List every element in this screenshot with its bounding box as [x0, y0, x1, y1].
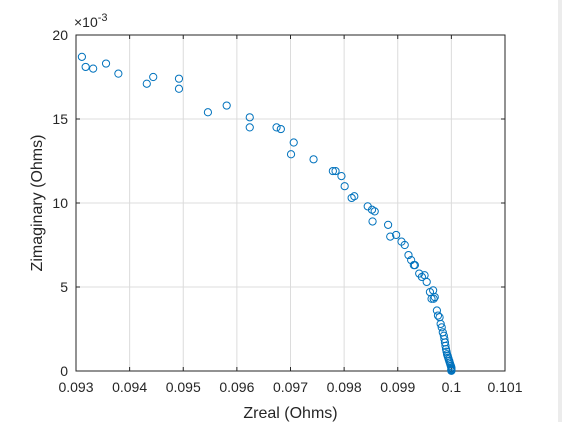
- data-point: [142, 79, 151, 88]
- x-axis-label: Zreal (Ohms): [243, 405, 337, 422]
- x-tick-label: 0.101: [487, 379, 522, 395]
- data-point: [410, 261, 420, 270]
- x-tick-label: 0.094: [112, 379, 147, 395]
- x-tick-label: 0.1: [442, 379, 462, 395]
- data-point: [350, 192, 359, 201]
- data-point: [435, 313, 444, 322]
- y-tick-label: 15: [52, 111, 68, 127]
- y-tick-label: 5: [60, 279, 68, 295]
- x-tick-label: 0.097: [273, 379, 308, 395]
- data-point: [447, 366, 456, 375]
- data-point: [222, 101, 231, 110]
- data-point: [368, 217, 377, 226]
- data-point: [245, 123, 254, 132]
- data-point: [289, 138, 298, 147]
- y-tick-label: 20: [52, 27, 68, 43]
- y-axis-label: Zimaginary (Ohms): [29, 135, 46, 272]
- data-point: [328, 166, 337, 176]
- data-point: [101, 59, 111, 68]
- x-axis: 0.093 0.094 0.095 0.096 0.097 0.098 0.099 0.1 0.…: [58, 35, 523, 395]
- data-point: [149, 72, 158, 82]
- x-tick-label: 0.095: [166, 379, 201, 395]
- y-exponent-label: ×10-3: [74, 12, 108, 30]
- y-tick-label: 10: [52, 195, 68, 211]
- data-point: [340, 182, 349, 191]
- data-point: [203, 108, 213, 117]
- data-point: [430, 292, 439, 302]
- data-point: [437, 323, 446, 332]
- data-point: [404, 250, 413, 260]
- data-point: [441, 341, 450, 350]
- data-point: [383, 220, 393, 229]
- data-point: [286, 150, 296, 159]
- y-axis: 0 5 10 15 20: [52, 27, 505, 379]
- data-point: [436, 319, 445, 329]
- data-point: [432, 306, 441, 315]
- data-point: [331, 166, 340, 176]
- data-point: [400, 240, 409, 250]
- data-point: [89, 64, 98, 73]
- data-point: [77, 52, 86, 61]
- y-tick-label: 0: [60, 363, 68, 379]
- data-point: [433, 311, 443, 320]
- data-point: [392, 230, 401, 240]
- x-tick-label: 0.096: [219, 379, 254, 395]
- data-point: [276, 124, 285, 134]
- x-tick-label: 0.099: [380, 379, 415, 395]
- data-point: [245, 113, 254, 122]
- data-point: [81, 62, 90, 72]
- data-point: [337, 172, 346, 181]
- data-point: [114, 69, 123, 78]
- x-tick-label: 0.098: [327, 379, 362, 395]
- data-point: [272, 123, 281, 132]
- x-tick-label: 0.093: [58, 379, 93, 395]
- data-point: [309, 155, 318, 164]
- data-point: [174, 84, 184, 93]
- data-point: [429, 294, 438, 303]
- data-series: [77, 52, 456, 375]
- data-point: [422, 277, 431, 287]
- data-point: [370, 207, 379, 216]
- window-edge: [558, 0, 562, 422]
- data-point: [386, 232, 395, 241]
- data-point: [174, 74, 184, 83]
